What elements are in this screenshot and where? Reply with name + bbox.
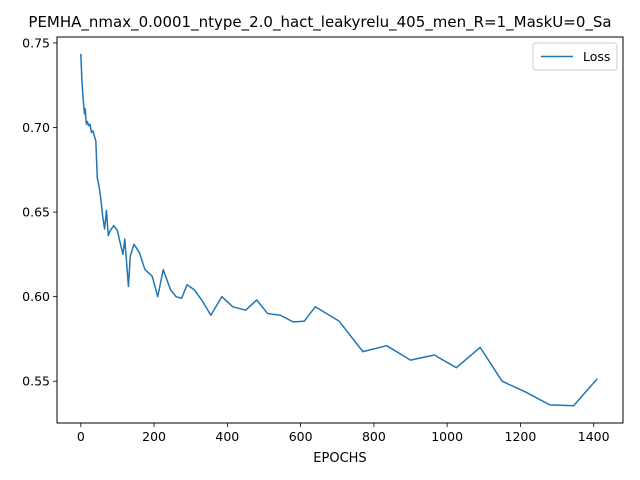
y-tick-label: 0.65: [22, 205, 50, 220]
x-tick-label: 600: [289, 429, 313, 444]
y-tick-label: 0.55: [22, 374, 50, 389]
x-tick-label: 1400: [578, 429, 610, 444]
x-tick-label: 1000: [431, 429, 463, 444]
series-layer: [80, 53, 598, 407]
x-tick-label: 0: [77, 429, 85, 444]
legend-box: [532, 42, 618, 71]
legend-label-loss: Loss: [583, 49, 610, 64]
x-axis-label: EPOCHS: [313, 451, 366, 466]
x-tick-label: 1200: [505, 429, 537, 444]
plot-area: [57, 37, 623, 423]
series-line-loss: [80, 53, 598, 407]
legend: Loss: [532, 42, 618, 71]
x-tick-label: 200: [142, 429, 166, 444]
plot-border: [56, 36, 624, 424]
chart-title: PEMHA_nmax_0.0001_ntype_2.0_hact_leakyre…: [28, 13, 611, 32]
y-axis-ticks: 0.55 0.60 0.65 0.70 0.75: [22, 35, 57, 389]
y-tick-label: 0.70: [22, 120, 50, 135]
x-axis-ticks: 0 200 400 600 800 1000 1200 1400: [77, 423, 610, 444]
x-tick-label: 800: [362, 429, 386, 444]
y-tick-label: 0.60: [22, 289, 50, 304]
y-tick-label: 0.75: [22, 35, 50, 50]
x-tick-label: 400: [215, 429, 239, 444]
